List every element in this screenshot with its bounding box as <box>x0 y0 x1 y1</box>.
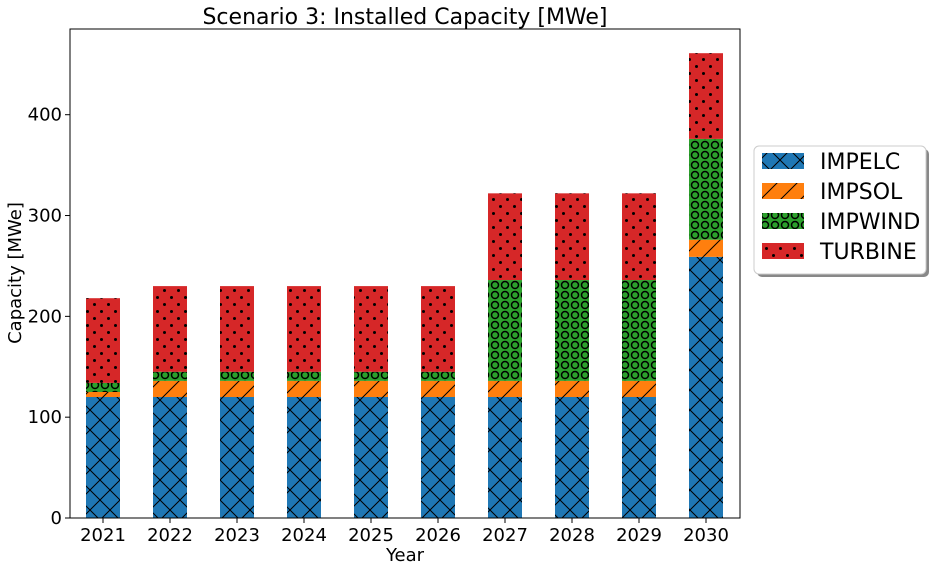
bar-turbine-2030 <box>689 53 723 139</box>
x-tick-label-2030: 2030 <box>683 525 729 546</box>
bar-turbine-2021 <box>86 298 120 383</box>
chart-title: Scenario 3: Installed Capacity [MWe] <box>202 5 607 30</box>
bar-impwind-2028 <box>555 280 589 381</box>
bar-turbine-2025 <box>354 286 388 372</box>
bar-turbine-2023 <box>220 286 254 372</box>
bar-impwind-2024 <box>287 371 321 381</box>
legend-entry-turbine: TURBINE <box>762 240 917 265</box>
bar-impsol-2028 <box>555 380 589 398</box>
legend-entry-impelc: IMPELC <box>762 150 900 175</box>
plot-frame <box>69 28 741 519</box>
bar-impwind-2023 <box>220 371 254 381</box>
x-axis-label: Year <box>385 545 425 566</box>
bar-impelc-2029 <box>622 397 656 518</box>
bar-turbine-2026 <box>421 286 455 372</box>
bar-impelc-2021 <box>86 397 120 518</box>
bar-impsol-2024 <box>287 380 321 398</box>
bar-turbine-2024 <box>287 286 321 372</box>
legend-entry-impsol: IMPSOL <box>762 180 903 205</box>
x-tick-label-2028: 2028 <box>549 525 595 546</box>
y-tick-label-400: 400 <box>28 105 62 126</box>
bar-impwind-2026 <box>421 371 455 381</box>
x-tick-label-2024: 2024 <box>281 525 327 546</box>
bar-impwind-2029 <box>622 280 656 381</box>
bar-impsol-2027 <box>488 380 522 398</box>
bar-turbine-2029 <box>622 193 656 281</box>
bar-impelc-2028 <box>555 397 589 518</box>
x-tick-label-2026: 2026 <box>415 525 461 546</box>
bar-impelc-2024 <box>287 397 321 518</box>
x-tick-label-2021: 2021 <box>80 525 126 546</box>
bar-impelc-2023 <box>220 397 254 518</box>
y-tick-label-300: 300 <box>28 206 62 227</box>
bar-impelc-2025 <box>354 397 388 518</box>
bar-impelc-2022 <box>153 397 187 518</box>
legend-box <box>753 145 927 275</box>
y-tick-label-0: 0 <box>51 508 62 529</box>
bar-impsol-2030 <box>689 239 723 257</box>
bar-turbine-2022 <box>153 286 187 372</box>
bar-impelc-2030 <box>689 256 723 518</box>
bar-impelc-2027 <box>488 397 522 518</box>
bar-turbine-2028 <box>555 193 589 281</box>
ticks-layer: 2021 2022 2023 2024 2025 2026 2027 2028 2029 2030… <box>28 105 729 546</box>
y-axis-label: Capacity [MWe] <box>5 202 26 344</box>
legend-label-impwind: IMPWIND <box>820 210 920 235</box>
bar-impelc-2026 <box>421 397 455 518</box>
legend-label-turbine: TURBINE <box>819 240 917 265</box>
bar-turbine-2027 <box>488 193 522 281</box>
y-tick-label-200: 200 <box>28 306 62 327</box>
bar-impwind-2027 <box>488 280 522 381</box>
bar-impsol-2023 <box>220 380 254 398</box>
x-tick-label-2022: 2022 <box>147 525 193 546</box>
legend-label-impelc: IMPELC <box>820 150 900 175</box>
bar-impwind-2022 <box>153 371 187 381</box>
bar-impsol-2025 <box>354 380 388 398</box>
bar-impwind-2021 <box>86 382 120 392</box>
x-tick-label-2027: 2027 <box>482 525 528 546</box>
bar-impwind-2025 <box>354 371 388 381</box>
y-tick-label-100: 100 <box>28 407 62 428</box>
bar-impsol-2021 <box>86 391 120 398</box>
bar-impsol-2029 <box>622 380 656 398</box>
x-tick-label-2023: 2023 <box>214 525 260 546</box>
x-tick-label-2025: 2025 <box>348 525 394 546</box>
legend: IMPELC IMPSOL IMPWIND TURBINE <box>753 145 929 277</box>
x-tick-label-2029: 2029 <box>616 525 662 546</box>
bars-layer <box>86 53 723 518</box>
legend-entry-impwind: IMPWIND <box>762 210 920 235</box>
legend-label-impsol: IMPSOL <box>820 180 903 205</box>
bar-impsol-2022 <box>153 380 187 398</box>
bar-impsol-2026 <box>421 380 455 398</box>
bar-impwind-2030 <box>689 138 723 240</box>
